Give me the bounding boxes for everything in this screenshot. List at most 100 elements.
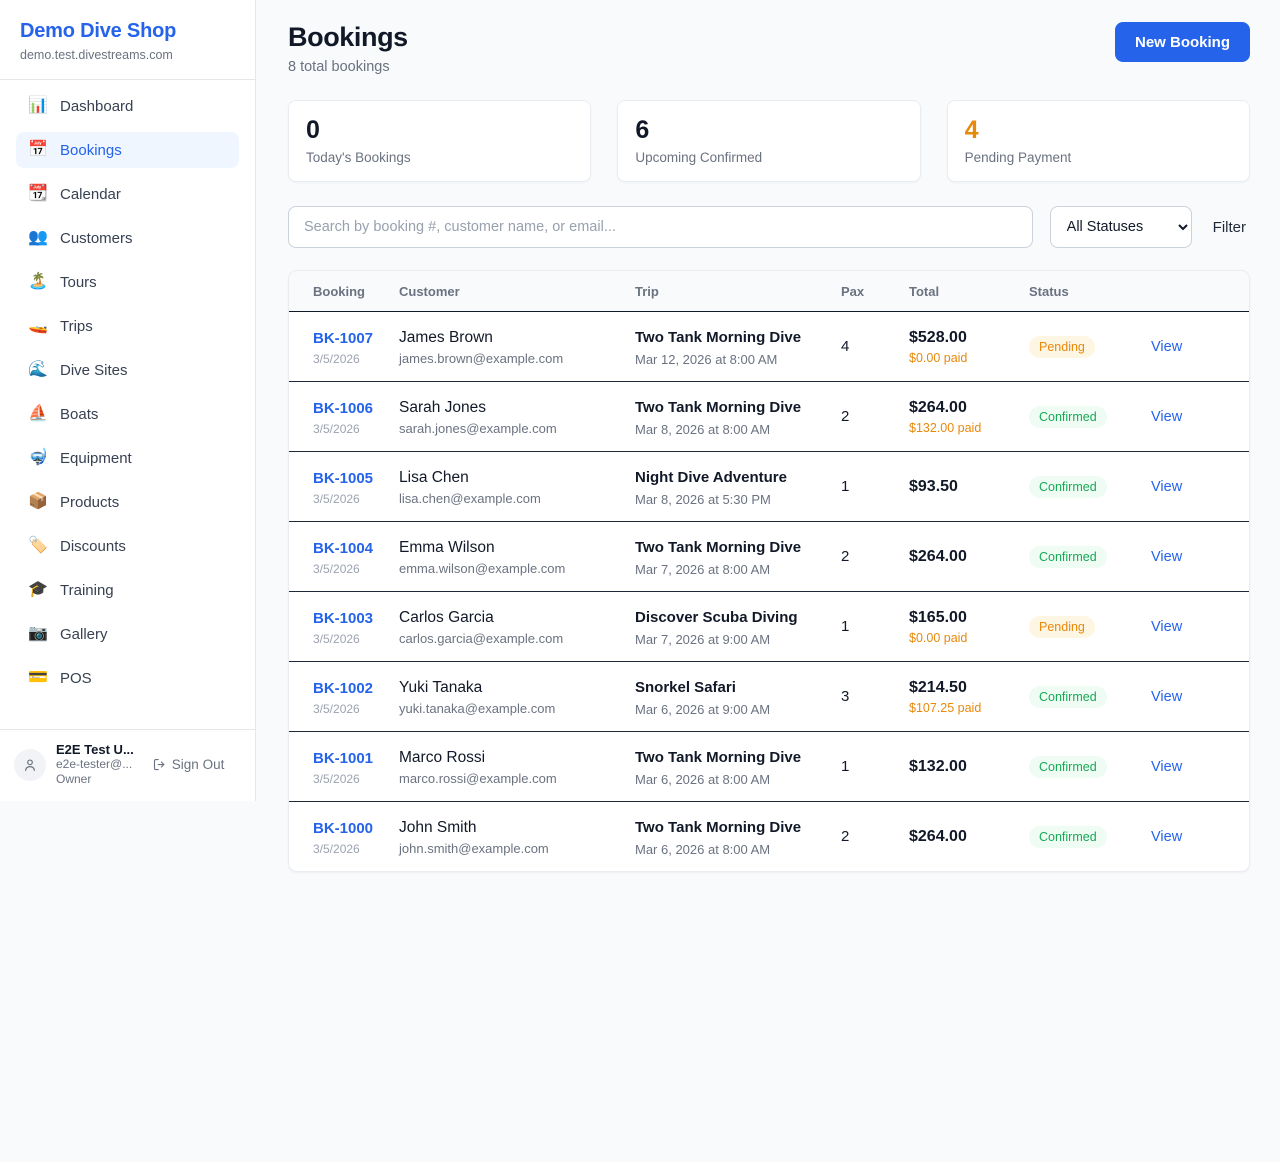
user-role: Owner xyxy=(56,772,92,786)
diving-mask-icon: 🤿 xyxy=(28,449,48,466)
cell-booking: BK-1000 3/5/2026 xyxy=(289,802,399,872)
table-body: BK-1007 3/5/2026 James Brown james.brown@ex… xyxy=(289,312,1249,872)
sidebar-item-dive-sites[interactable]: 🌊 Dive Sites xyxy=(16,352,239,388)
sidebar-item-dashboard[interactable]: 📊 Dashboard xyxy=(16,88,239,124)
search-input[interactable] xyxy=(288,206,1033,248)
pax-count: 1 xyxy=(841,618,850,635)
view-link[interactable]: View xyxy=(1151,618,1183,635)
cell-total: $214.50 $107.25 paid xyxy=(909,662,1029,732)
cell-status: Pending xyxy=(1029,592,1151,662)
bookings-table-card: Booking Customer Trip Pax Total Status BK-100… xyxy=(288,270,1250,872)
trip-datetime: Mar 6, 2026 at 8:00 AM xyxy=(635,842,771,857)
table-header-row: Booking Customer Trip Pax Total Status xyxy=(289,271,1249,312)
sidebar-item-training[interactable]: 🎓 Training xyxy=(16,572,239,608)
pax-count: 2 xyxy=(841,408,850,425)
cell-customer: Marco Rossi marco.rossi@example.com xyxy=(399,732,635,802)
view-link[interactable]: View xyxy=(1151,338,1183,355)
column-header: Total xyxy=(909,271,1029,312)
total-amount: $528.00 xyxy=(909,329,967,346)
customer-name: Sarah Jones xyxy=(399,399,487,416)
booking-id-link[interactable]: BK-1001 xyxy=(313,750,374,767)
view-link[interactable]: View xyxy=(1151,688,1183,705)
customer-name: Emma Wilson xyxy=(399,539,495,556)
page-title: Bookings xyxy=(288,22,408,52)
sidebar-item-calendar[interactable]: 📆 Calendar xyxy=(16,176,239,212)
sidebar-nav: 📊 Dashboard 📅 Bookings 📆 Calendar 👥 Customers 🏝️… xyxy=(0,80,255,729)
view-link[interactable]: View xyxy=(1151,478,1183,495)
sidebar-item-label: Tours xyxy=(60,273,97,291)
pax-count: 1 xyxy=(841,478,850,495)
sidebar-item-boats[interactable]: ⛵ Boats xyxy=(16,396,239,432)
sidebar-user-footer: E2E Test U... e2e-tester@... Owner Sign … xyxy=(0,729,255,801)
logout-icon xyxy=(153,758,165,771)
sidebar-item-equipment[interactable]: 🤿 Equipment xyxy=(16,440,239,476)
customer-name: Marco Rossi xyxy=(399,749,486,766)
sidebar-item-bookings[interactable]: 📅 Bookings xyxy=(16,132,239,168)
sidebar-item-discounts[interactable]: 🏷️ Discounts xyxy=(16,528,239,564)
trip-datetime: Mar 6, 2026 at 9:00 AM xyxy=(635,702,771,717)
table-row: BK-1006 3/5/2026 Sarah Jones sarah.jones@ex… xyxy=(289,382,1249,452)
view-link[interactable]: View xyxy=(1151,758,1183,775)
total-amount: $264.00 xyxy=(909,399,967,416)
sidebar-item-pos[interactable]: 💳 POS xyxy=(16,660,239,696)
wave-icon: 🌊 xyxy=(28,361,48,378)
booking-id-link[interactable]: BK-1002 xyxy=(313,680,374,697)
column-header: Customer xyxy=(399,271,635,312)
sidebar-item-label: Dive Sites xyxy=(60,361,128,379)
total-amount: $264.00 xyxy=(909,548,967,565)
booking-date: 3/5/2026 xyxy=(313,702,360,716)
view-link[interactable]: View xyxy=(1151,408,1183,425)
cell-customer: Yuki Tanaka yuki.tanaka@example.com xyxy=(399,662,635,732)
view-link[interactable]: View xyxy=(1151,548,1183,565)
status-badge: Confirmed xyxy=(1029,825,1107,848)
table-row: BK-1001 3/5/2026 Marco Rossi marco.rossi@ex… xyxy=(289,732,1249,802)
booking-id-link[interactable]: BK-1006 xyxy=(313,400,374,417)
sidebar-item-label: Trips xyxy=(60,317,93,335)
filter-button[interactable]: Filter xyxy=(1209,219,1250,236)
sign-out-button[interactable]: Sign Out xyxy=(152,757,224,772)
booking-id-link[interactable]: BK-1000 xyxy=(313,820,374,837)
booking-id-link[interactable]: BK-1005 xyxy=(313,470,374,487)
booking-id-link[interactable]: BK-1003 xyxy=(313,610,374,627)
stats-row: 0 Today's Bookings 6 Upcoming Confirmed 4 Pen… xyxy=(288,100,1250,182)
cell-trip: Discover Scuba Diving Mar 7, 2026 at 9:00… xyxy=(635,592,841,662)
pax-count: 2 xyxy=(841,828,850,845)
trip-datetime: Mar 8, 2026 at 5:30 PM xyxy=(635,492,771,507)
stat-value: 4 xyxy=(964,116,979,144)
graduation-cap-icon: 🎓 xyxy=(28,581,48,598)
main-content: Bookings 8 total bookings New Booking 0 T… xyxy=(256,0,1280,1162)
cell-pax: 3 xyxy=(841,662,909,732)
customer-name: John Smith xyxy=(399,819,477,836)
status-filter-select[interactable]: All Statuses xyxy=(1049,206,1192,248)
user-email: e2e-tester@... xyxy=(56,757,133,771)
tag-icon: 🏷️ xyxy=(28,537,48,554)
cell-total: $264.00 xyxy=(909,802,1029,872)
sidebar-item-label: POS xyxy=(60,669,92,687)
user-meta: E2E Test U... e2e-tester@... Owner xyxy=(56,742,134,787)
sidebar-item-products[interactable]: 📦 Products xyxy=(16,484,239,520)
paid-amount: $132.00 paid xyxy=(909,421,982,435)
booking-id-link[interactable]: BK-1004 xyxy=(313,540,374,557)
sidebar-item-trips[interactable]: 🚤 Trips xyxy=(16,308,239,344)
cell-booking: BK-1005 3/5/2026 xyxy=(289,452,399,522)
customer-email: lisa.chen@example.com xyxy=(399,491,541,506)
trip-name: Two Tank Morning Dive xyxy=(635,819,802,836)
view-link[interactable]: View xyxy=(1151,828,1183,845)
booking-id-link[interactable]: BK-1007 xyxy=(313,330,374,347)
customer-email: emma.wilson@example.com xyxy=(399,561,566,576)
cell-total: $132.00 xyxy=(909,732,1029,802)
status-badge: Confirmed xyxy=(1029,405,1107,428)
booking-date: 3/5/2026 xyxy=(313,422,360,436)
cell-customer: James Brown james.brown@example.com xyxy=(399,312,635,382)
new-booking-button[interactable]: New Booking xyxy=(1114,22,1250,62)
sidebar-item-tours[interactable]: 🏝️ Tours xyxy=(16,264,239,300)
sidebar-item-gallery[interactable]: 📷 Gallery xyxy=(16,616,239,652)
sidebar-item-label: Bookings xyxy=(60,141,122,159)
customer-name: Yuki Tanaka xyxy=(399,679,483,696)
cell-total: $93.50 xyxy=(909,452,1029,522)
cell-pax: 2 xyxy=(841,382,909,452)
status-badge: Confirmed xyxy=(1029,475,1107,498)
cell-action: View xyxy=(1151,452,1249,522)
sidebar-item-customers[interactable]: 👥 Customers xyxy=(16,220,239,256)
